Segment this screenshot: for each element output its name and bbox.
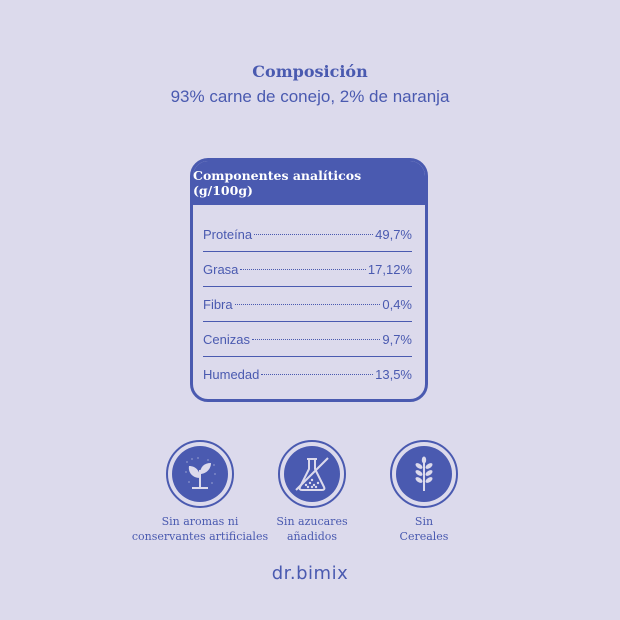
flask-sugar-icon [295,457,329,491]
row-value: 17,12% [367,262,412,277]
table-row-humedad: Humedad 13,5% [203,357,412,392]
composition-section: Composición 93% carne de conejo, 2% de n… [0,62,620,107]
row-label: Fibra [203,297,233,312]
badge-label: Sin aromas ni conservantes artificiales [131,515,269,543]
composition-title: Composición [252,62,368,81]
table-row-proteina: Proteína 49,7% [203,217,412,252]
badge-circle [278,440,346,508]
badge-no-cereals: Sin Cereales [344,440,504,544]
row-label: Cenizas [203,332,250,347]
badge-circle [390,440,458,508]
badge-label: Sin Cereales [399,515,449,543]
composition-text: 93% carne de conejo, 2% de naranja [170,87,450,106]
row-value: 13,5% [375,367,412,382]
row-label: Humedad [203,367,260,382]
dotted-leader [261,374,374,375]
row-value: 0,4% [382,297,412,312]
analytical-components-table: Componentes analíticos (g/100g) Proteína… [190,158,428,402]
badge-no-additives: Sin aromas ni conservantes artificiales [120,440,280,544]
row-value: 49,7% [375,227,412,242]
dotted-leader [240,269,366,270]
badge-label: Sin azucares añadidos [276,515,348,543]
leaf-sprout-icon [185,457,216,489]
dotted-leader [234,304,381,305]
table-row-fibra: Fibra 0,4% [203,287,412,322]
row-label: Grasa [203,262,239,277]
badge-circle [166,440,234,508]
badge-no-sugar: Sin azucares añadidos [232,440,392,544]
row-value: 9,7% [382,332,412,347]
table-header: Componentes analíticos (g/100g) [193,161,425,205]
wheat-icon [415,456,433,491]
brand-logo: dr.bimix [271,563,349,584]
feature-badges: Sin aromas ni conservantes artificiales … [0,440,620,550]
row-label: Proteína [203,227,253,242]
table-row-cenizas: Cenizas 9,7% [203,322,412,357]
dotted-leader [251,339,381,340]
table-row-grasa: Grasa 17,12% [203,252,412,287]
dotted-leader [254,234,374,235]
